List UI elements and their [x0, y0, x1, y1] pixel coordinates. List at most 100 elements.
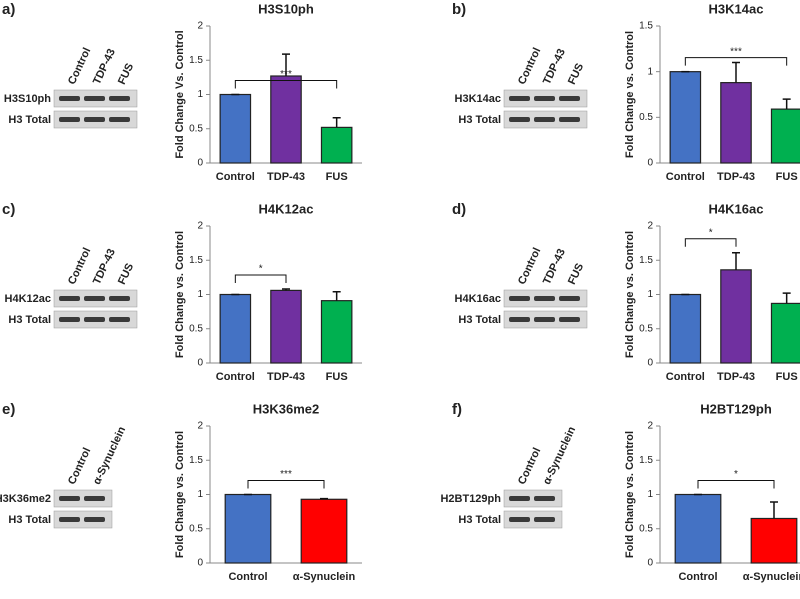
blot-lane-label: Control [516, 46, 543, 87]
blot-lane-label: Control [516, 446, 543, 487]
error-bar [282, 53, 290, 77]
error-bar [320, 497, 328, 500]
y-axis-label: Fold Change Vs. Control [174, 30, 186, 158]
error-bar [732, 251, 740, 270]
blot-lane-label: Control [516, 246, 543, 287]
blot-band [534, 96, 555, 101]
blot-band [534, 517, 555, 522]
x-tick-label: Control [216, 171, 255, 183]
bar [270, 75, 302, 164]
blot-band [559, 117, 580, 122]
blot-row-label: H3 Total [8, 314, 51, 326]
blot-band [559, 296, 580, 301]
y-tick-label: 0.5 [639, 523, 653, 534]
x-tick-label: TDP-43 [717, 371, 755, 383]
blot-band [84, 296, 105, 301]
blot-band [509, 517, 530, 522]
significance-label: *** [730, 46, 742, 57]
y-tick-label: 0 [197, 358, 203, 369]
y-tick-label: 0.5 [189, 323, 203, 334]
y-tick-label: 2 [197, 221, 203, 232]
error-bar [332, 291, 341, 301]
blot-band [59, 296, 80, 301]
y-tick-label: 1.5 [639, 255, 653, 266]
error-bar [770, 501, 778, 519]
bar [669, 71, 702, 164]
blot-row-label: H3K36me2 [0, 493, 51, 505]
significance-label: * [734, 469, 738, 480]
bar [224, 493, 272, 564]
blot-band [509, 496, 530, 501]
bar [669, 293, 702, 364]
blot-strip [503, 510, 563, 529]
blot-lane-label: TDP-43 [541, 47, 568, 86]
x-tick-label: Control [228, 571, 267, 583]
blot-band [534, 117, 555, 122]
significance-label: * [259, 264, 263, 275]
blot-band [109, 317, 130, 322]
x-tick-label: Control [666, 171, 705, 183]
blot-lane-label: Control [66, 446, 93, 487]
y-tick-label: 1 [197, 89, 203, 100]
y-tick-label: 2 [647, 221, 653, 232]
y-tick-label: 0.5 [639, 323, 653, 334]
x-tick-label: Control [216, 371, 255, 383]
blot-row-label: H3 Total [8, 514, 51, 526]
significance-label: *** [280, 69, 292, 80]
y-tick-label: 1 [197, 489, 203, 500]
bar [770, 302, 800, 364]
blot-row-label: H2BT129ph [440, 493, 501, 505]
y-tick-label: 2 [647, 421, 653, 432]
blot-band [534, 496, 555, 501]
y-tick-label: 1.5 [189, 255, 203, 266]
y-axis-label: Fold Change vs. Control [174, 431, 186, 558]
blot-band [559, 96, 580, 101]
significance-bracket [234, 80, 338, 89]
bar [320, 300, 353, 364]
blot-band [509, 317, 530, 322]
blot-band [534, 296, 555, 301]
bar [320, 126, 353, 164]
bar [219, 293, 252, 364]
y-tick-label: 0 [647, 358, 653, 369]
blot-row-label: H4K16ac [455, 293, 501, 305]
y-tick-label: 1.5 [189, 455, 203, 466]
y-tick-label: 0.5 [639, 112, 653, 123]
y-tick-label: 1.5 [639, 455, 653, 466]
chart-title: H3S10ph [258, 1, 314, 16]
blot-band [109, 296, 130, 301]
x-tick-label: FUS [326, 371, 348, 383]
error-bar [732, 61, 740, 83]
blot-row-label: H3 Total [458, 314, 501, 326]
blot-row-label: H3S10ph [4, 93, 51, 105]
blot-band [59, 496, 80, 501]
panel-label: a) [2, 1, 15, 18]
blot-band [509, 96, 530, 101]
blot-row-label: H3K14ac [455, 93, 501, 105]
blot-band [59, 317, 80, 322]
blot-row-label: H3 Total [458, 514, 501, 526]
x-tick-label: FUS [776, 371, 798, 383]
chart-title: H2BT129ph [700, 401, 772, 416]
y-tick-label: 1 [647, 289, 653, 300]
error-bar [782, 292, 791, 304]
blot-row-label: H3 Total [8, 114, 51, 126]
blot-band [59, 96, 80, 101]
y-axis-label: Fold Change vs. Control [624, 231, 636, 358]
x-tick-label: TDP-43 [267, 171, 305, 183]
blot-band [559, 317, 580, 322]
blot-band [84, 517, 105, 522]
blot-band [84, 96, 105, 101]
significance-label: * [709, 227, 713, 238]
blot-lane-label: α-Synuclein [541, 425, 578, 487]
bar [674, 493, 722, 564]
y-tick-label: 0 [647, 158, 653, 169]
x-tick-label: TDP-43 [717, 171, 755, 183]
blot-lane-label: Control [66, 246, 93, 287]
panel-label: e) [2, 401, 15, 418]
y-tick-label: 0 [197, 158, 203, 169]
blot-lane-label: TDP-43 [541, 247, 568, 286]
significance-bracket [684, 57, 788, 66]
y-tick-label: 2 [197, 21, 203, 32]
bar [770, 108, 800, 164]
